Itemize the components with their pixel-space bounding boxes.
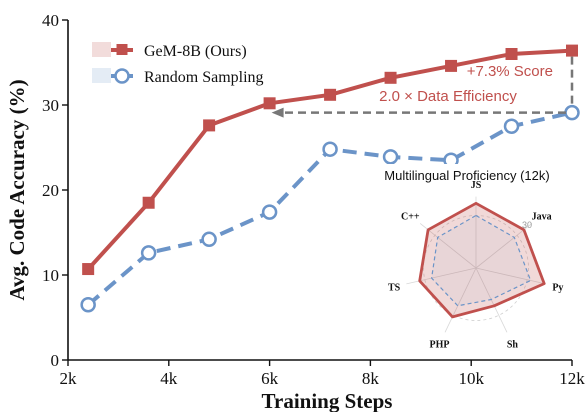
radar-inset: Multilingual Proficiency (12k) 30 JS Java P… (368, 164, 566, 351)
y-tick-label: 10 (42, 266, 59, 285)
radar-polygon-random (430, 214, 532, 307)
legend-marker-square (116, 44, 128, 55)
x-axis-label: Training Steps (262, 389, 393, 412)
radar-ring-label: 30 (522, 220, 532, 230)
radar-polygon-gem (418, 201, 546, 319)
legend: GeM-8B (Ours) Random Sampling (92, 42, 264, 86)
data-point-gem (384, 71, 397, 84)
radar-spoke (419, 223, 477, 269)
radar-axis-label: PHP (430, 340, 450, 351)
radar-spoke (444, 267, 477, 333)
y-tick-label: 40 (42, 11, 59, 30)
efficiency-annotation: 2.0 × Data Efficiency (379, 88, 517, 105)
radar-axis-label: JS (471, 180, 482, 191)
data-point-random (140, 245, 157, 261)
data-point-random (322, 141, 338, 157)
efficiency-arrowhead (271, 107, 284, 118)
inset-title: Multilingual Proficiency (12k) (384, 168, 549, 183)
y-tick-label: 20 (42, 181, 59, 200)
radar-spoke (475, 223, 533, 269)
data-point-random (201, 231, 217, 248)
x-tick-label: 4k (160, 369, 178, 388)
legend-marker-circle (114, 68, 130, 84)
x-tick-label: 10k (458, 369, 484, 388)
data-point-random (564, 104, 580, 121)
annotation-layer: +7.3% Score 2.0 × Data Efficiency (271, 56, 574, 118)
y-tick-label: 30 (42, 96, 59, 115)
data-point-random (382, 149, 399, 165)
x-tick-label: 12k (559, 369, 585, 388)
radar-axis-label: C++ (401, 212, 420, 223)
series-layer (80, 44, 580, 313)
data-point-gem (566, 44, 578, 57)
radar-axis-label: Py (552, 283, 563, 294)
inset-title-backing (368, 164, 566, 184)
legend-swatch-patch-random (92, 68, 111, 83)
x-tick-label: 6k (261, 369, 279, 388)
data-point-gem (263, 97, 276, 110)
axes-layer: 0 10 20 30 40 2k 4k 6k 8k 10k 12k (42, 11, 585, 388)
radar-axis-label: TS (388, 283, 401, 294)
data-point-gem (445, 59, 458, 72)
radar-axis-label: Java (532, 212, 552, 223)
data-point-gem (324, 88, 337, 101)
data-point-gem (82, 263, 95, 276)
score-annotation: +7.3% Score (467, 63, 553, 80)
data-point-random (80, 297, 96, 313)
data-point-random (261, 204, 278, 220)
data-point-random (503, 118, 520, 134)
radar-axis-label: Sh (507, 340, 519, 351)
x-tick-label: 8k (362, 369, 380, 388)
x-tick-label: 2k (60, 369, 78, 388)
legend-label-random: Random Sampling (144, 69, 264, 86)
legend-swatch-patch-gem (92, 42, 111, 57)
radar-spoke (475, 267, 508, 333)
y-axis-label: Avg. Code Accuracy (%) (5, 79, 29, 300)
radar-layer: 30 JS Java Py Sh PHP TS C++ (388, 180, 563, 351)
y-tick-label: 0 (51, 351, 60, 370)
data-point-gem (142, 196, 155, 209)
data-point-gem (203, 119, 216, 132)
radar-spoke (475, 267, 546, 285)
radar-spoke (406, 267, 477, 285)
data-point-gem (505, 48, 518, 60)
legend-label-gem: GeM-8B (Ours) (144, 43, 247, 60)
